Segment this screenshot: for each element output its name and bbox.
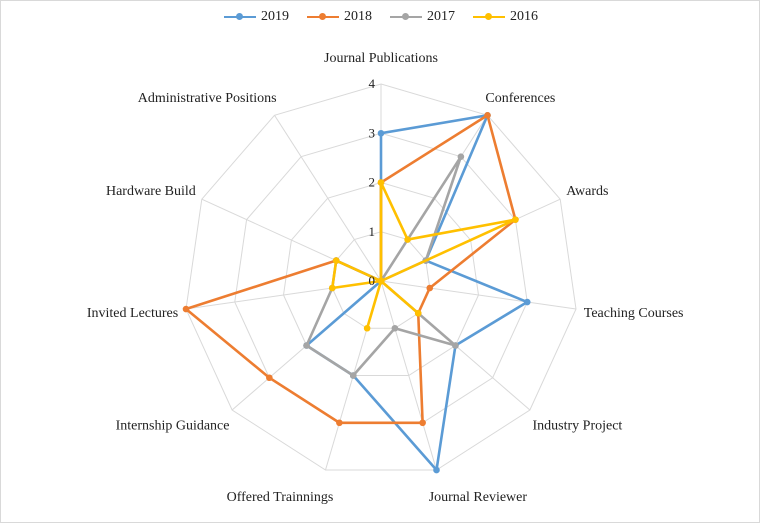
data-point [377,179,385,186]
legend-label-2019: 2019 [261,9,289,24]
grid-ring-2 [282,181,480,377]
data-point [414,309,422,317]
category-label: Hardware Build [106,184,196,199]
legend-swatch-2018 [307,11,339,23]
category-label: Journal Publications [324,51,438,66]
data-point [457,153,465,161]
category-label: Conferences [485,91,555,106]
data-point [349,372,357,379]
data-point [377,129,385,137]
grid-spoke [380,280,437,471]
tick-label: 0 [369,273,376,288]
grid-spoke [274,115,382,282]
category-label: Offered Trainnings [227,490,334,505]
series-line [305,113,529,472]
legend-item-2019: 2019 [224,9,289,25]
data-point [404,236,411,243]
grid-ring-4 [185,83,577,471]
legend-swatch-2016 [473,11,505,23]
legend-label-2018: 2018 [344,9,372,24]
data-point [512,216,519,223]
data-point [377,277,385,285]
category-label: Industry Project [533,418,623,433]
data-point [391,324,399,332]
category-label: Awards [566,184,608,199]
data-point [363,324,371,332]
category-label: Teaching Courses [584,306,684,321]
category-label: Administrative Positions [138,91,277,106]
category-label: Journal Reviewer [429,490,528,505]
tick-label: 4 [369,76,376,91]
data-point [182,305,190,313]
category-label: Invited Lectures [87,306,178,321]
data-point [452,342,459,349]
tick-label: 2 [369,175,376,190]
data-point [266,374,273,382]
series-2019 [303,111,531,474]
data-point [332,257,340,264]
grid-ring-1 [331,231,431,329]
legend-swatch-2019 [224,11,256,23]
legend-label-2017: 2017 [427,9,455,24]
data-point [328,284,336,292]
legend-item-2016: 2016 [473,9,538,25]
legend-item-2018: 2018 [307,9,372,25]
data-point [419,419,426,427]
radar-labels: 0 1 2 3 4 Journal Publications Conferences Awar… [87,51,684,505]
grid-spoke [380,280,577,310]
category-label: Internship Guidance [116,418,230,433]
series-line [330,181,517,330]
radar-series [182,111,531,474]
data-point [433,466,440,474]
legend-swatch-2017 [390,11,422,23]
data-point [484,111,491,119]
legend: 2019 2018 2017 2016 [1,9,760,25]
tick-label: 1 [369,224,376,239]
legend-item-2017: 2017 [390,9,455,25]
data-point [336,419,343,427]
series-2016 [328,179,519,332]
data-point [523,298,531,306]
data-point [303,342,310,349]
legend-label-2016: 2016 [510,9,538,24]
tick-label: 3 [369,125,376,140]
data-point [426,284,434,292]
